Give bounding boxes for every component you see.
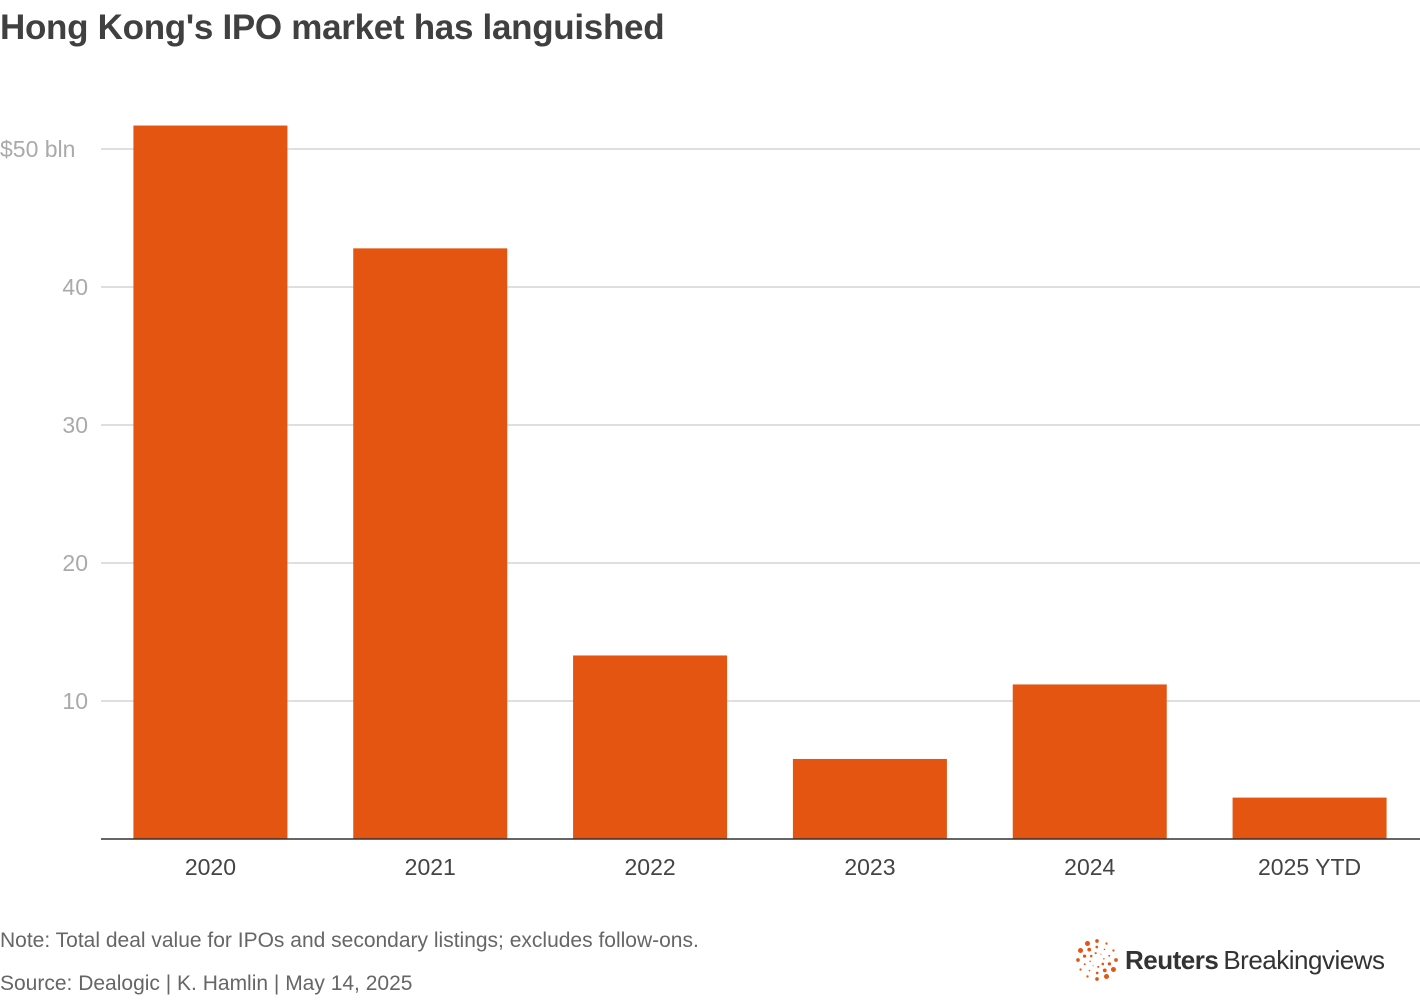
logo-dot (1086, 975, 1089, 978)
logo-dot (1114, 958, 1118, 962)
bar-2021 (353, 248, 508, 840)
logo-dot (1112, 949, 1115, 952)
bar-2022 (573, 655, 728, 839)
x-tick-label: 2023 (844, 854, 895, 880)
x-tick-label: 2025 YTD (1258, 854, 1361, 880)
y-tick-label: 20 (62, 550, 88, 576)
logo-dot (1092, 965, 1094, 967)
y-tick-label: 40 (62, 274, 88, 300)
y-tick-label: 10 (62, 688, 88, 714)
logo-dot (1110, 967, 1116, 972)
x-tick-label: 2024 (1064, 854, 1115, 880)
logo-dot (1095, 977, 1099, 981)
y-tick-label: $50 bln (0, 136, 75, 162)
logo-dot (1097, 965, 1100, 968)
logo-dot (1088, 969, 1091, 972)
chart-title: Hong Kong's IPO market has languished (0, 8, 665, 47)
logo-dot (1082, 954, 1087, 958)
logo-dot (1094, 952, 1097, 955)
logo-dot (1095, 939, 1099, 943)
logo-dot (1104, 973, 1109, 979)
logo-dot (1101, 962, 1105, 966)
logo-dot (1105, 942, 1108, 945)
logo-dot (1100, 953, 1102, 955)
reuters-breakingviews-logo: Reuters Breakingviews (1075, 938, 1385, 982)
bar-2023 (792, 758, 947, 839)
logo-dot (1107, 962, 1112, 966)
bar-2020 (133, 125, 288, 840)
logo-dot (1076, 958, 1080, 962)
logo-dot (1103, 948, 1106, 951)
logo-dot (1083, 963, 1086, 966)
logo-dot (1103, 957, 1105, 960)
reuters-dots-icon (1076, 939, 1118, 981)
chart-source: Source: Dealogic | K. Hamlin | May 14, 2… (0, 972, 413, 995)
y-tick-label: 30 (62, 412, 88, 438)
logo-dot (1085, 941, 1090, 947)
bar-2025-ytd (1232, 797, 1387, 839)
logo-dot (1102, 968, 1107, 973)
logo-product: Breakingviews (1223, 944, 1385, 975)
bar-chart: 10 20 30 40 $50 bln 2020 2021 2022 2023 2024 2025 … (0, 125, 1420, 880)
x-tick-label: 2022 (624, 854, 675, 880)
logo-dot (1078, 948, 1084, 953)
logo-dot (1108, 954, 1111, 957)
logo-dot (1095, 945, 1099, 949)
logo-dot (1095, 971, 1099, 975)
logo-dot (1089, 954, 1093, 958)
chart-note: Note: Total deal value for IPOs and seco… (0, 929, 699, 952)
logo-dot (1079, 968, 1082, 971)
logo-brand: Reuters (1125, 944, 1219, 975)
logo-dot (1089, 960, 1091, 963)
x-tick-label: 2020 (185, 854, 236, 880)
x-tick-label: 2021 (405, 854, 456, 880)
logo-dot (1087, 947, 1092, 952)
bar-2024 (1012, 684, 1167, 839)
